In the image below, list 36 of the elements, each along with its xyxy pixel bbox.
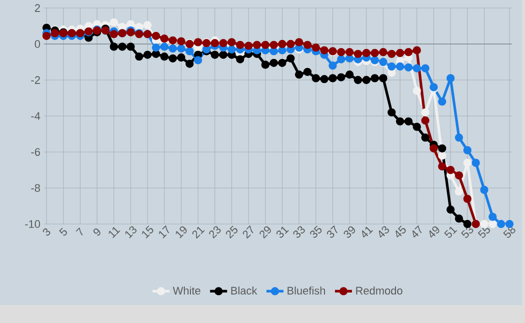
legend-label: White	[172, 286, 200, 295]
x-tick-label: 13	[125, 226, 137, 238]
x-tick-label: 39	[344, 226, 356, 238]
x-tick-label: 51	[444, 226, 458, 238]
x-tick-label: 41	[362, 226, 373, 238]
x-tick-label: 31	[276, 226, 289, 238]
x-tick-label: 7	[76, 228, 83, 236]
y-tick-label: 2	[34, 4, 40, 12]
x-tick-label: 35	[310, 226, 322, 238]
x-tick-label: 15	[142, 226, 154, 238]
x-tick-label: 37	[326, 225, 338, 238]
y-tick-label: -6	[31, 148, 40, 156]
x-tick-label: 21	[192, 226, 205, 239]
y-tick-label: 0	[34, 40, 40, 48]
x-tick-label: 47	[412, 225, 422, 238]
x-tick-label: 43	[378, 226, 390, 238]
legend-label: Redmodo	[356, 286, 402, 295]
y-tick-label: -4	[31, 112, 40, 120]
y-tick-label: -2	[31, 76, 40, 84]
x-tick-label: 17	[158, 225, 170, 238]
x-tick-label: 23	[209, 226, 221, 239]
legend-label: Black	[231, 286, 258, 295]
x-tick-label: 33	[293, 226, 305, 238]
y-tick-label: -10	[25, 220, 40, 228]
y-tick-label: -8	[31, 184, 40, 192]
x-tick-label: 27	[242, 225, 254, 239]
x-tick-label: 29	[260, 226, 271, 239]
x-tick-label: 3	[42, 228, 50, 236]
x-tick-label: 25	[226, 226, 238, 239]
x-tick-label: 11	[108, 226, 120, 238]
x-tick-label: 45	[396, 226, 406, 238]
x-tick-label: 49	[429, 226, 440, 238]
legend-label: Bluefish	[288, 286, 325, 295]
x-tick-label: 19	[176, 226, 187, 238]
x-tick-label: 9	[93, 228, 100, 236]
x-tick-label: 5	[59, 228, 67, 236]
